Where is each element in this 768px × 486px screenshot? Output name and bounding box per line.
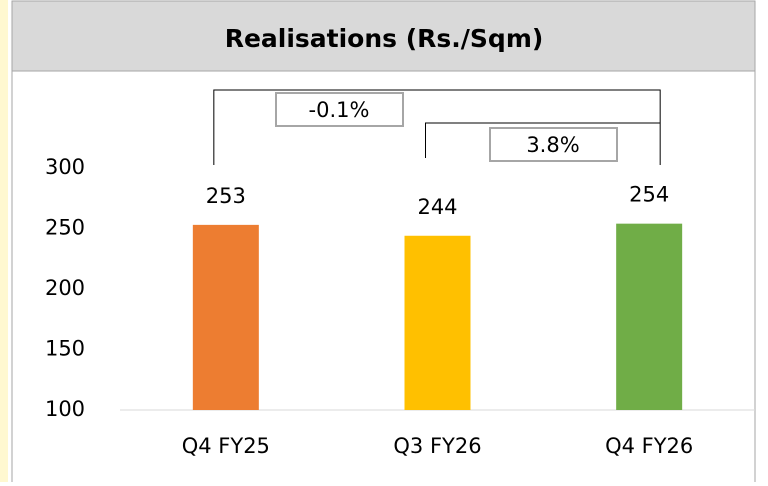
data-label: 244 bbox=[417, 195, 457, 219]
annotation: -0.1% bbox=[309, 98, 370, 122]
bar bbox=[616, 223, 683, 410]
header-bar bbox=[11, 0, 756, 72]
bar bbox=[192, 224, 259, 410]
x-tick-label: Q3 FY26 bbox=[393, 434, 481, 458]
annotation-box bbox=[489, 127, 618, 162]
y-tick-label: 100 bbox=[45, 397, 85, 421]
left-strip bbox=[0, 0, 8, 482]
y-tick-label: 250 bbox=[45, 216, 85, 240]
bracket bbox=[425, 122, 661, 158]
annotation-box bbox=[275, 92, 404, 127]
y-tick-label: 300 bbox=[45, 155, 85, 179]
y-tick-label: 150 bbox=[45, 337, 85, 361]
annotation: 3.8% bbox=[526, 133, 579, 157]
bracket bbox=[213, 89, 661, 165]
x-tick-label: Q4 FY25 bbox=[182, 434, 270, 458]
x-tick-label: Q4 FY26 bbox=[605, 434, 693, 458]
bar bbox=[404, 235, 471, 410]
chart-title: Realisations (Rs./Sqm) bbox=[225, 24, 544, 53]
y-tick-label: 200 bbox=[45, 276, 85, 300]
data-label: 254 bbox=[629, 183, 669, 207]
data-label: 253 bbox=[206, 184, 246, 208]
